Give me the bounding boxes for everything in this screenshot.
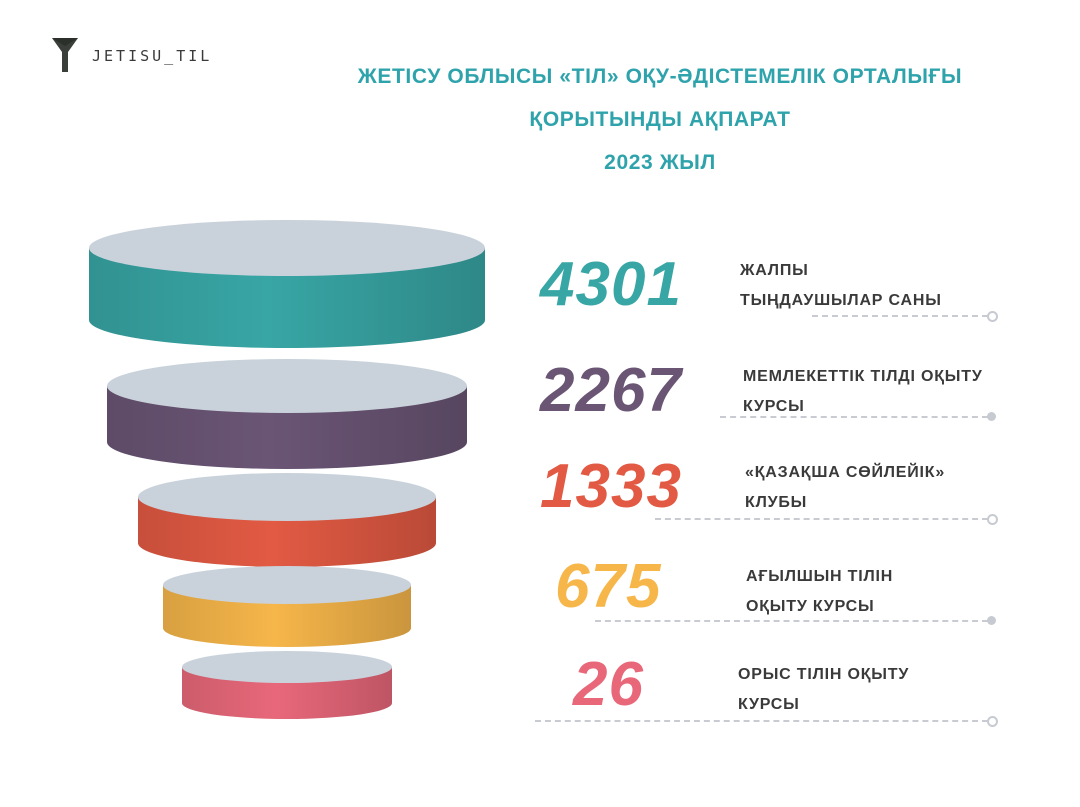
stage-label-1: ЖАЛПЫ ТЫҢДАУШЫЛАР САНЫ: [740, 256, 942, 316]
funnel-tier-3: [138, 473, 436, 567]
header-subtitle: ҚОРЫТЫНДЫ АҚПАРАТ: [529, 108, 791, 131]
stage-divider-4: [595, 620, 988, 622]
stage-divider-1: [812, 315, 988, 317]
funnel-tier-cap: [163, 566, 411, 604]
stage-label-line1: МЕМЛЕКЕТТІК ТІЛДІ ОҚЫТУ: [743, 368, 983, 385]
stage-divider-dot-icon: [987, 311, 998, 322]
funnel-tier-cap: [107, 359, 467, 413]
stage-divider-dot-icon: [987, 616, 996, 625]
funnel-tier-2: [107, 359, 467, 469]
stage-value-5: 26: [573, 650, 644, 719]
stage-label-5: ОРЫС ТІЛІН ОҚЫТУ КУРСЫ: [738, 660, 909, 720]
stage-divider-3: [655, 518, 988, 520]
funnel-tier-body: [89, 248, 485, 348]
funnel-tier-5: [182, 651, 392, 719]
stage-label-line2: КЛУБЫ: [745, 494, 808, 511]
stage-label-line1: АҒЫЛШЫН ТІЛІН: [746, 568, 894, 585]
stage-value-1: 4301: [540, 250, 682, 319]
stage-value-3: 1333: [540, 452, 682, 521]
stage-label-line2: КУРСЫ: [743, 398, 805, 415]
stage-label-line1: «ҚАЗАҚША СӨЙЛЕЙІК»: [745, 464, 946, 481]
header-year: 2023 ЖЫЛ: [604, 151, 716, 174]
page-header: ЖЕТІСУ ОБЛЫСЫ «ТІЛ» ОҚУ-ӘДІСТЕМЕЛІК ОРТА…: [250, 55, 1070, 184]
stage-value-2: 2267: [540, 356, 682, 425]
stage-label-line2: ТЫҢДАУШЫЛАР САНЫ: [740, 292, 942, 309]
stage-divider-dot-icon: [987, 514, 998, 525]
stage-label-3: «ҚАЗАҚША СӨЙЛЕЙІК» КЛУБЫ: [745, 458, 945, 518]
stage-label-4: АҒЫЛШЫН ТІЛІН ОҚЫТУ КУРСЫ: [746, 562, 893, 622]
stage-label-line1: ЖАЛПЫ: [740, 262, 809, 279]
stage-divider-dot-icon: [987, 716, 998, 727]
stage-divider-2: [720, 416, 988, 418]
stage-label-line2: КУРСЫ: [738, 696, 800, 713]
stage-value-4: 675: [555, 552, 662, 621]
funnel-tier-cap: [138, 473, 436, 521]
stage-label-line1: ОРЫС ТІЛІН ОҚЫТУ: [738, 666, 910, 683]
funnel-icon: [52, 38, 78, 74]
funnel-tier-cap: [182, 651, 392, 683]
stage-label-2: МЕМЛЕКЕТТІК ТІЛДІ ОҚЫТУ КУРСЫ: [743, 362, 983, 422]
brand-name: JETISU_TIL: [92, 47, 213, 65]
stage-divider-5: [535, 720, 988, 722]
funnel-tier-1: [89, 220, 485, 348]
brand: JETISU_TIL: [52, 38, 212, 74]
stage-divider-dot-icon: [987, 412, 996, 421]
header-title: ЖЕТІСУ ОБЛЫСЫ «ТІЛ» ОҚУ-ӘДІСТЕМЕЛІК ОРТА…: [357, 65, 963, 88]
stage-label-line2: ОҚЫТУ КУРСЫ: [746, 598, 875, 615]
funnel-tier-cap: [89, 220, 485, 276]
funnel-tier-4: [163, 566, 411, 647]
